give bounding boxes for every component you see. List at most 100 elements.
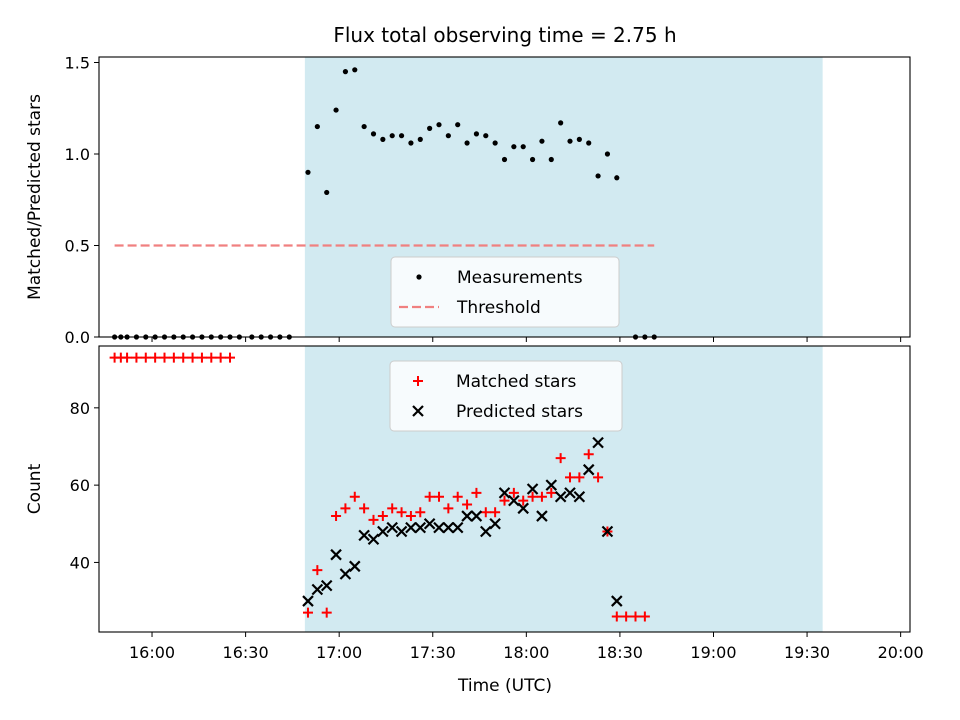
data-point: [455, 122, 461, 128]
data-point: [405, 511, 416, 522]
data-point: [445, 133, 451, 139]
series-matched-stars: [109, 352, 650, 622]
data-point: [574, 472, 585, 483]
data-point: [536, 510, 548, 522]
data-point: [122, 352, 133, 363]
data-point: [520, 144, 526, 150]
data-point: [395, 525, 408, 538]
legend-label: Threshold: [456, 298, 541, 318]
data-point: [408, 140, 414, 146]
x-tick-label: 20:00: [878, 643, 924, 662]
data-point: [178, 352, 189, 363]
y-tick-label: 60: [70, 476, 90, 495]
y-tick-label: 80: [70, 399, 90, 418]
data-point: [405, 521, 417, 534]
data-point: [621, 611, 632, 622]
data-point: [348, 560, 361, 573]
bottom-panel-count: 40 60 80 16:00 16:30 17:00 17:30 18:00 18:30 19:0…: [25, 345, 924, 662]
data-point: [361, 123, 367, 130]
data-point: [611, 595, 623, 607]
legend-swatch: [413, 376, 423, 386]
y-tick-label: 1.0: [65, 145, 90, 164]
data-point: [302, 607, 313, 618]
data-point: [461, 510, 473, 522]
data-point: [433, 521, 445, 534]
data-point: [501, 156, 508, 163]
data-point: [554, 490, 567, 503]
data-point: [464, 140, 470, 146]
data-point: [604, 151, 611, 157]
data-point: [417, 136, 423, 142]
data-point: [352, 67, 358, 73]
data-point: [492, 140, 498, 146]
x-tick-label: 17:30: [410, 643, 456, 662]
data-point: [159, 352, 170, 363]
y-tick-label: 40: [70, 553, 90, 572]
legend: Measurements Threshold: [390, 256, 620, 328]
data-point: [433, 491, 444, 502]
data-point: [358, 529, 370, 542]
data-point: [324, 189, 330, 196]
data-point: [499, 495, 510, 506]
data-point: [196, 352, 207, 363]
data-point: [370, 131, 377, 137]
data-point: [576, 136, 582, 142]
data-point: [436, 122, 442, 128]
legend-label: Measurements: [457, 268, 583, 288]
data-point: [359, 503, 370, 514]
data-point: [536, 491, 547, 502]
x-tick-label: 16:30: [223, 643, 269, 662]
data-point: [518, 495, 529, 506]
axes-frame: [98, 345, 911, 633]
data-point: [593, 472, 604, 483]
data-point: [140, 352, 151, 363]
data-point: [471, 487, 482, 498]
data-point: [473, 131, 480, 137]
data-point: [567, 138, 573, 144]
data-point: [462, 499, 473, 510]
x-tick-label: 16:00: [129, 643, 175, 662]
data-point: [614, 175, 620, 181]
data-point: [545, 479, 558, 491]
data-point: [312, 565, 323, 576]
data-point: [582, 463, 595, 476]
data-point: [206, 352, 217, 363]
data-point: [583, 449, 594, 460]
legend-swatch: [416, 274, 422, 280]
data-point: [555, 453, 566, 464]
data-point: [601, 525, 614, 538]
data-point: [367, 533, 380, 546]
data-point: [414, 521, 427, 534]
y-tick-label: 1.5: [65, 53, 90, 72]
legend-label: Predicted stars: [456, 402, 583, 422]
legend-box: [389, 360, 623, 432]
data-point: [387, 503, 398, 514]
data-point: [480, 525, 492, 538]
data-point: [539, 138, 545, 144]
data-point: [340, 503, 351, 514]
x-tick-label: 19:00: [690, 643, 736, 662]
chart-title: Flux total observing time = 2.75 h: [333, 23, 676, 47]
data-point: [225, 352, 236, 363]
data-point: [187, 352, 198, 363]
data-point: [311, 583, 324, 596]
data-point: [396, 507, 407, 518]
data-point: [443, 503, 454, 514]
data-point: [331, 511, 342, 522]
data-point: [611, 611, 622, 622]
top-panel-ratio: 0.0 0.5 1.0 1.5 Matched/Predicted stars Measu…: [25, 53, 911, 347]
data-point: [386, 521, 398, 534]
series-measurements: [111, 67, 657, 340]
data-point: [314, 123, 320, 130]
data-point: [415, 507, 426, 518]
data-point: [398, 133, 405, 139]
data-point: [339, 568, 352, 580]
data-point: [508, 487, 519, 498]
data-point: [586, 140, 592, 146]
data-point: [168, 352, 179, 363]
data-point: [639, 611, 650, 622]
data-point: [302, 595, 314, 607]
data-point: [320, 579, 333, 592]
data-point: [424, 491, 435, 502]
